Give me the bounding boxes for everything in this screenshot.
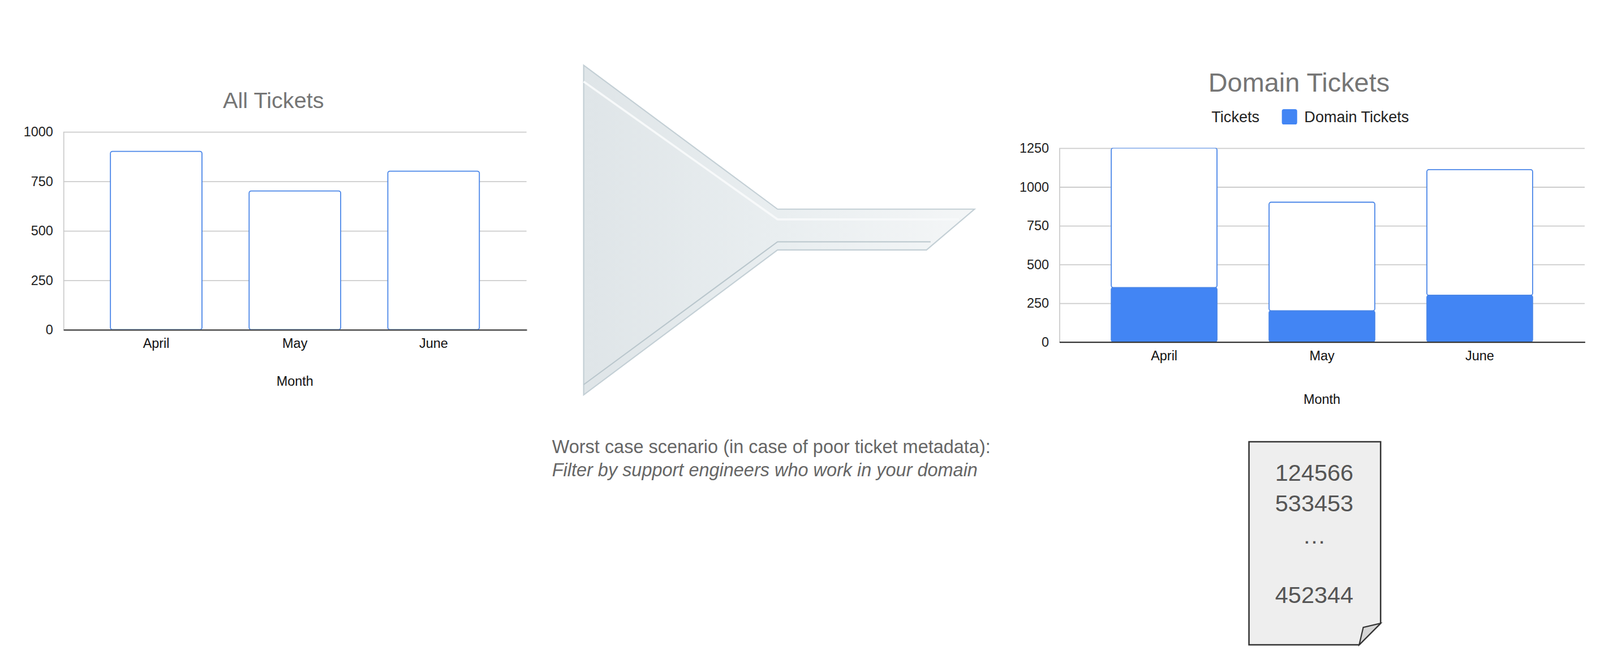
canvas: 0 250 500 750 1000 April May June All Tickets Mon… (0, 0, 1600, 655)
chart: 0 250 500 750 1000 April May June All Tickets Mon… (23, 87, 528, 389)
x-tick-label: June (1465, 348, 1495, 364)
legend-item: Tickets (1189, 108, 1260, 126)
legend-label: Tickets (1211, 108, 1260, 126)
y-tick-label: 0 (45, 322, 54, 338)
legend-swatch (1282, 109, 1298, 125)
document: 124566 533453 … 452344 (1249, 441, 1382, 645)
document-line: 452344 (1275, 581, 1354, 609)
document-line: … (1302, 522, 1326, 549)
grid-line (63, 131, 527, 133)
document-line: 533453 (1275, 489, 1354, 517)
bar (1111, 287, 1217, 342)
bar (1269, 310, 1375, 342)
bar (1111, 148, 1217, 288)
x-axis: April May June (63, 329, 528, 352)
y-tick-label: 250 (31, 273, 54, 288)
y-tick-label: 0 (1041, 334, 1049, 350)
x-axis-line (1059, 341, 1586, 343)
y-tick-label: 1250 (1019, 140, 1049, 156)
grid-line (1059, 341, 1585, 343)
chart: 0 250 500 750 1000 1250 April May June Domain Tic… (1019, 67, 1586, 407)
grid-line (63, 329, 527, 331)
document-page (1249, 441, 1382, 645)
caption: Worst case scenario (in case of poor tic… (552, 436, 991, 481)
x-tick-label: April (143, 336, 170, 351)
legend-label: Domain Tickets (1304, 108, 1409, 126)
y-tick-label: 750 (1026, 218, 1049, 234)
legend-swatch (1189, 109, 1205, 125)
x-tick: May (1309, 341, 1335, 364)
y-tick: 1250 (1019, 140, 1585, 156)
x-axis-title: Month (1303, 392, 1341, 407)
bar (110, 151, 202, 330)
x-tick: April (143, 329, 170, 352)
y-tick-label: 250 (1026, 295, 1049, 311)
x-tick-label: May (282, 336, 308, 351)
y-axis: 0 250 500 750 1000 1250 (1019, 140, 1585, 350)
y-tick-label: 1000 (23, 124, 54, 140)
bar (248, 191, 341, 330)
y-tick-label: 500 (31, 223, 54, 239)
y-axis: 0 250 500 750 1000 (23, 124, 527, 338)
y-axis-line (1059, 148, 1061, 343)
x-tick: April (1150, 341, 1178, 364)
x-tick: May (282, 329, 308, 352)
x-axis: April May June (1059, 341, 1586, 364)
y-tick-label: 750 (31, 174, 54, 189)
caption-line: Filter by support engineers who work in … (552, 459, 978, 481)
bars (1111, 148, 1533, 343)
funnel-body (583, 65, 975, 395)
x-tick: June (1465, 341, 1495, 364)
bar (1426, 169, 1533, 296)
y-tick: 1000 (23, 124, 527, 140)
y-tick-label: 500 (1026, 257, 1049, 273)
document-fold (1358, 623, 1381, 645)
document-line: 124566 (1275, 459, 1354, 486)
title: Domain Tickets (1208, 67, 1390, 98)
bar (1269, 202, 1375, 312)
y-tick-label: 1000 (1019, 179, 1049, 195)
funnel (583, 65, 975, 395)
funnel-edge (583, 242, 931, 386)
legend: Tickets Domain Tickets (1189, 108, 1410, 126)
funnel-edge (583, 81, 960, 219)
x-tick-label: April (1150, 348, 1178, 364)
title: All Tickets (222, 87, 324, 113)
x-axis-line (63, 329, 528, 331)
caption-line: Worst case scenario (in case of poor tic… (552, 436, 991, 458)
x-axis-title: Month (276, 373, 314, 389)
bar (1426, 295, 1533, 342)
bars (110, 151, 480, 330)
x-tick: June (419, 329, 449, 352)
legend-item: Domain Tickets (1282, 108, 1410, 126)
x-tick-label: June (419, 336, 449, 351)
x-tick-label: May (1309, 348, 1335, 364)
bar (387, 171, 480, 330)
